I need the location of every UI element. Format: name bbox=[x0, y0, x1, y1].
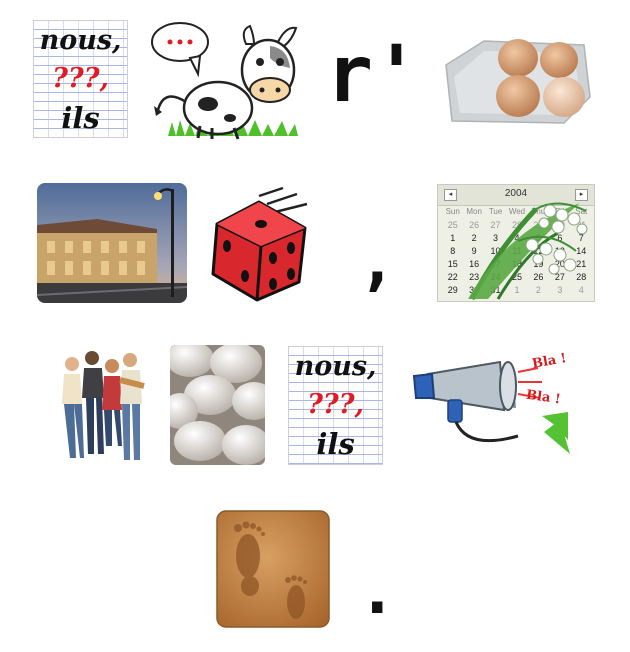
calendar-date-cell: 1 bbox=[514, 285, 520, 295]
weekday: Sun bbox=[445, 207, 460, 216]
calendar-header: ◂ 2004 ▸ bbox=[438, 185, 594, 206]
calendar-date-cell: 2 bbox=[471, 233, 477, 243]
calendar-date-cell: 28 bbox=[511, 220, 522, 230]
period-punctuation: . bbox=[358, 555, 397, 629]
notebook-word-nous: nous, bbox=[294, 351, 377, 382]
lily-of-the-valley-icon bbox=[468, 202, 588, 301]
calendar-date-cell: 3 bbox=[493, 233, 499, 243]
calendar-date-cell: 22 bbox=[447, 272, 458, 282]
red-dice-image bbox=[211, 186, 308, 302]
calendar-date-cell: 20 bbox=[554, 259, 565, 269]
notebook-question-marks: ???, bbox=[307, 389, 364, 420]
group-of-people-image bbox=[62, 351, 145, 460]
calendar-date-cell: 10 bbox=[490, 246, 501, 256]
white-eggs-photo bbox=[170, 345, 265, 465]
calendar-prev-icon: ◂ bbox=[444, 189, 457, 201]
nous-ils-notebook-tile-2: nous, ???, ils bbox=[288, 346, 383, 465]
calendar-date-cell: 15 bbox=[447, 259, 458, 269]
weekday: Tue bbox=[488, 207, 503, 216]
calendar-date-cell: 6 bbox=[557, 233, 563, 243]
calendar-date-cell: 9 bbox=[471, 246, 477, 256]
calendar-date-cell: 8 bbox=[450, 246, 456, 256]
megaphone-icon bbox=[412, 360, 570, 454]
calendar-date-cell: 27 bbox=[490, 220, 501, 230]
calendar-date-cell: 29 bbox=[447, 285, 458, 295]
calendar-date-cell: 25 bbox=[447, 220, 458, 230]
calendar-date-cell: 23 bbox=[469, 272, 480, 282]
calendar-date-cell: 4 bbox=[578, 285, 584, 295]
calendar-date-cell: 27 bbox=[554, 272, 565, 282]
notebook-word-ils: ils bbox=[61, 101, 100, 135]
weekday: Sat bbox=[575, 207, 588, 216]
notebook-word-ils: ils bbox=[316, 427, 355, 461]
calendar-date-cell: 4 bbox=[514, 233, 520, 243]
calendar-lily-of-the-valley-image: ◂ 2004 ▸ Sun Mon Tue Wed Thu Fri Sat 252… bbox=[437, 184, 595, 302]
calendar-date-cell: 16 bbox=[469, 259, 480, 269]
egg-carton-image bbox=[445, 39, 591, 124]
comma-punctuation: , bbox=[358, 225, 397, 299]
nous-ils-notebook-tile: nous, ???, ils bbox=[33, 20, 128, 138]
calendar-date-cell: 25 bbox=[511, 272, 522, 282]
calendar-date-cell: 21 bbox=[576, 259, 587, 269]
calendar-next-icon: ▸ bbox=[575, 189, 588, 201]
footprints-in-sand-image bbox=[216, 510, 330, 628]
train-station-photo bbox=[37, 183, 187, 303]
calendar-date-cell: 12 bbox=[533, 246, 544, 256]
weekday: Mon bbox=[466, 207, 482, 216]
calendar-date-cell: 2 bbox=[535, 285, 541, 295]
megaphone-image: Bla ! Bla ! bbox=[408, 346, 578, 464]
weekday: Wed bbox=[508, 207, 526, 216]
notebook-question-marks: ???, bbox=[52, 63, 109, 94]
cow-cartoon-image bbox=[151, 22, 298, 140]
calendar-date-cell: 14 bbox=[576, 246, 587, 256]
notebook-word-nous: nous, bbox=[39, 25, 122, 56]
calendar-date-cell: 7 bbox=[578, 233, 584, 243]
calendar-date-cell: 1 bbox=[450, 233, 456, 243]
letters-r-apostrophe: r' bbox=[326, 30, 420, 120]
calendar-date-cell: 3 bbox=[557, 285, 563, 295]
calendar-date-cell: 26 bbox=[533, 272, 544, 282]
calendar-year: 2004 bbox=[504, 188, 528, 199]
calendar-date-cell: 28 bbox=[576, 272, 587, 282]
calendar-date-cell: 26 bbox=[469, 220, 480, 230]
weekday: Thu bbox=[531, 207, 546, 216]
